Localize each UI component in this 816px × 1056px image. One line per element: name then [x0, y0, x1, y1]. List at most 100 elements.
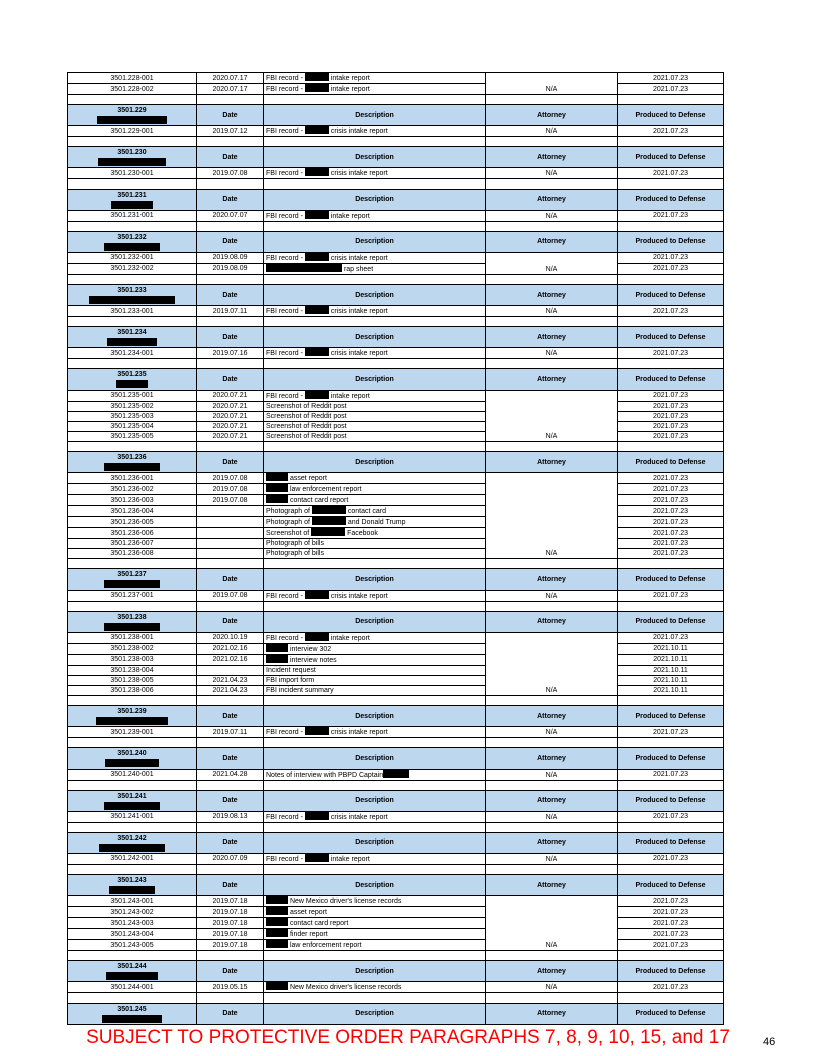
- empty-cell: [617, 93, 724, 106]
- document-id: 3501.235-003: [67, 410, 197, 422]
- document-id: 3501.238-005: [67, 674, 197, 686]
- empty-cell: [485, 358, 618, 370]
- produced-date: 2021.07.23: [617, 906, 724, 919]
- redaction-box: [311, 506, 346, 515]
- document-date: 2020.07.21: [196, 430, 264, 442]
- redaction-box: [96, 717, 168, 726]
- description-header: Description: [263, 451, 486, 474]
- group-id-cell: 3501.244: [67, 960, 197, 983]
- description-text: FBI record -: [266, 128, 305, 136]
- description-text: intake report: [330, 75, 370, 82]
- empty-cell: [263, 316, 486, 328]
- produced-date: 2021.07.23: [617, 768, 724, 781]
- attorney-cell: N/A: [485, 810, 618, 823]
- produced-date: 2021.07.23: [617, 928, 724, 941]
- date-header: Date: [196, 104, 264, 127]
- document-description: FBI record - crisis intake report: [263, 305, 486, 318]
- attorney-cell: N/A: [485, 251, 618, 275]
- empty-cell: [263, 358, 486, 370]
- produced-date: 2021.10.11: [617, 642, 724, 655]
- empty-cell: [485, 93, 618, 106]
- empty-cell: [196, 950, 264, 962]
- document-id: 3501.238-004: [67, 664, 197, 676]
- attorney-cell: N/A: [485, 472, 618, 560]
- description-text: FBI record -: [266, 592, 305, 600]
- empty-cell: [617, 737, 724, 749]
- empty-cell: [196, 558, 264, 570]
- attorney-cell: N/A: [485, 852, 618, 865]
- table-row: 3501.243-004 2019.07.18 finder report 2021…: [67, 928, 724, 941]
- document-description: FBI record - crisis intake report: [263, 125, 486, 138]
- redaction-box: [304, 633, 329, 641]
- document-id: 3501.235-004: [67, 420, 197, 432]
- empty-cell: [485, 737, 618, 749]
- produced-header: Produced to Defense: [617, 1002, 724, 1025]
- produced-date: 2021.07.23: [617, 389, 724, 402]
- table-row: 3501.235-004 2020.07.21 Screenshot of Redd…: [67, 420, 724, 432]
- empty-cell: [196, 358, 264, 370]
- document-date: 2019.07.08: [196, 472, 264, 485]
- produced-date: 2021.07.23: [617, 347, 724, 360]
- table-row: 3501.243-005 2019.07.18 law enforcement r…: [67, 939, 724, 952]
- document-id: 3501.243-002: [67, 906, 197, 919]
- produced-header: Produced to Defense: [617, 874, 724, 897]
- empty-cell: [196, 992, 264, 1004]
- document-description: finder report: [263, 928, 486, 941]
- produced-date: 2021.07.23: [617, 400, 724, 412]
- description-header: Description: [263, 146, 486, 169]
- table-row: 3501.240-001 2021.04.28 Notes of interview…: [67, 768, 724, 781]
- group-header-row: 3501.236 Date Description Attorney Produced …: [67, 451, 724, 474]
- empty-cell: [617, 821, 724, 833]
- group-header-row: 3501.241 Date Description Attorney Produced …: [67, 789, 724, 812]
- date-header: Date: [196, 747, 264, 770]
- group-id: 3501.235: [117, 371, 147, 379]
- empty-cell: [263, 992, 486, 1004]
- description-text: FBI record -: [266, 855, 305, 863]
- attorney-header: Attorney: [485, 960, 618, 983]
- description-text: interview 302: [289, 645, 332, 653]
- redaction-box: [105, 759, 159, 768]
- document-description: Screenshot of Reddit post: [263, 410, 486, 422]
- document-date: 2020.07.21: [196, 410, 264, 422]
- group-id: 3501.234: [117, 329, 147, 337]
- produced-date: 2021.07.23: [617, 939, 724, 952]
- document-date: 2020.07.09: [196, 852, 264, 865]
- exhibit-table: 3501.228-001 2020.07.17 FBI record - intak…: [67, 72, 724, 1025]
- group-id: 3501.243: [117, 877, 147, 885]
- description-header: Description: [263, 960, 486, 983]
- date-header: Date: [196, 705, 264, 728]
- group-id-cell: 3501.240: [67, 747, 197, 770]
- document-id: 3501.234-001: [67, 347, 197, 360]
- protective-order-notice: SUBJECT TO PROTECTIVE ORDER PARAGRAPHS 7…: [86, 1027, 730, 1048]
- empty-cell: [263, 600, 486, 612]
- description-text: Photograph of: [266, 508, 312, 516]
- group-id-cell: 3501.242: [67, 831, 197, 854]
- group-id-cell: 3501.235: [67, 368, 197, 391]
- redaction-box: [266, 473, 288, 482]
- document-description: rap sheet: [263, 262, 486, 275]
- table-row: 3501.239-001 2019.07.11 FBI record - crisi…: [67, 726, 724, 739]
- produced-date: 2021.07.23: [617, 516, 724, 529]
- document-description: FBI record - crisis intake report: [263, 589, 486, 602]
- document-date: [196, 548, 264, 560]
- table-row: 3501.235-005 2020.07.21 Screenshot of Redd…: [67, 430, 724, 442]
- group-id-cell: 3501.231: [67, 188, 197, 211]
- redaction-box: [266, 940, 288, 949]
- table-row: 3501.231-001 2020.07.07 FBI record - intak…: [67, 209, 724, 222]
- document-id: 3501.236-002: [67, 483, 197, 496]
- empty-cell: [196, 695, 264, 707]
- group-id: 3501.241: [117, 792, 147, 800]
- produced-date: 2021.07.23: [617, 209, 724, 222]
- group-id-cell: 3501.237: [67, 568, 197, 591]
- document-description: FBI record - intake report: [263, 83, 486, 95]
- empty-cell: [67, 821, 197, 833]
- group-id-cell: 3501.233: [67, 284, 197, 307]
- attorney-header: Attorney: [485, 230, 618, 253]
- document-id: 3501.236-003: [67, 494, 197, 507]
- empty-cell: [67, 558, 197, 570]
- description-text: FBI record -: [266, 86, 305, 93]
- document-description: FBI record - crisis intake report: [263, 347, 486, 360]
- produced-header: Produced to Defense: [617, 146, 724, 169]
- empty-cell: [67, 358, 197, 370]
- date-header: Date: [196, 831, 264, 854]
